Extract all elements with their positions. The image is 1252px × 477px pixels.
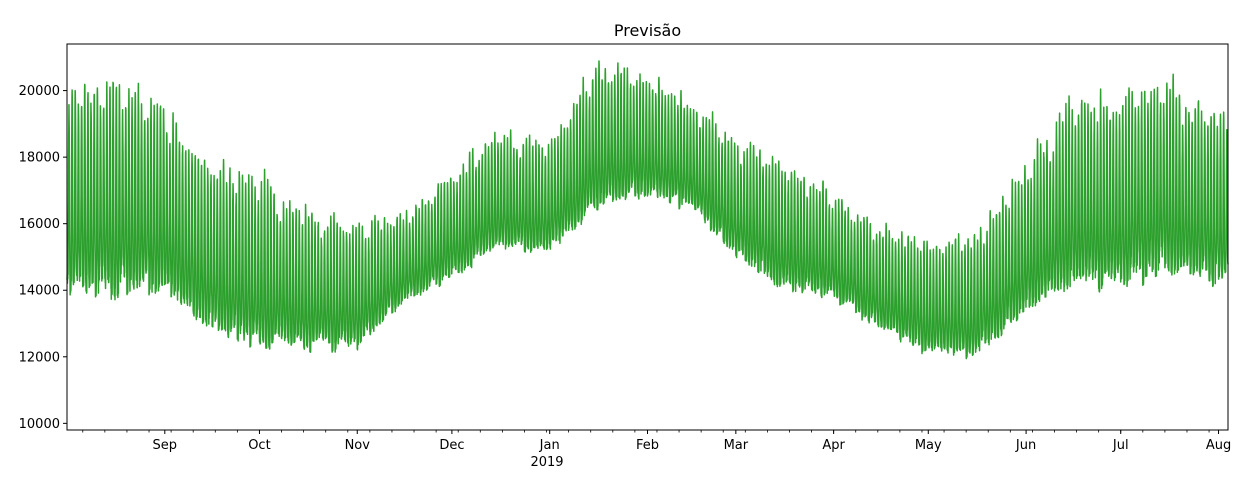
y-tick-label: 16000 — [19, 217, 60, 232]
x-tick-label: Feb — [636, 438, 659, 453]
x-tick-label: Jan — [539, 438, 560, 453]
x-year-label: 2019 — [530, 455, 563, 470]
x-tick-label: Sep — [153, 438, 178, 453]
x-tick-label: Jul — [1112, 438, 1129, 453]
y-tick-label: 12000 — [19, 350, 60, 365]
x-tick-label: Apr — [822, 438, 845, 453]
x-tick-label: Aug — [1206, 438, 1231, 453]
x-axis: Sep Oct Nov Dec Jan Feb Mar Apr May Jun Jul Aug — [82, 430, 1231, 453]
y-tick-label: 18000 — [19, 151, 60, 166]
series-layer — [66, 60, 1229, 360]
series-line-previsao — [66, 60, 1229, 360]
x-tick-label: Mar — [724, 438, 749, 453]
x-tick-label: Dec — [439, 438, 464, 453]
y-tick-label: 14000 — [19, 284, 60, 299]
y-tick-label: 10000 — [19, 417, 60, 432]
y-axis: 10000 12000 14000 16000 18000 20000 — [19, 84, 67, 432]
chart-title: Previsão — [614, 21, 681, 40]
x-tick-label: Nov — [345, 438, 371, 453]
x-tick-label: Jun — [1015, 438, 1036, 453]
x-tick-label: May — [915, 438, 942, 453]
y-tick-label: 20000 — [19, 84, 60, 99]
x-tick-label: Oct — [248, 438, 270, 453]
